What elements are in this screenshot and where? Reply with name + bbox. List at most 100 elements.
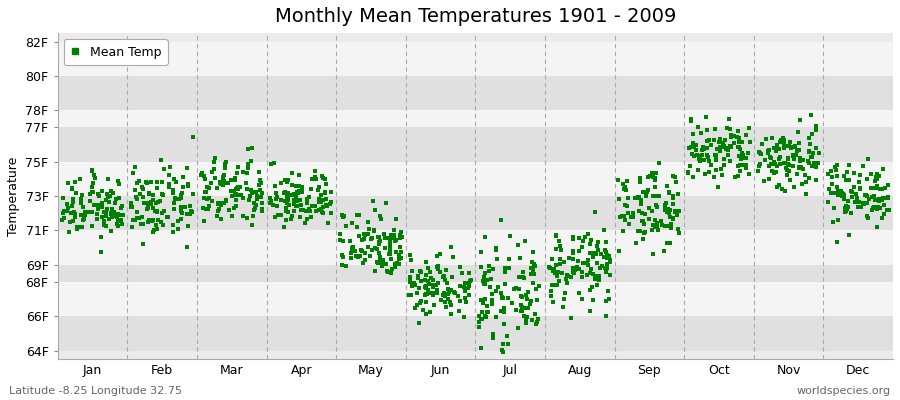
Point (135, 186, 149, 192)
Point (834, 190, 849, 196)
Point (839, 208, 853, 214)
Point (339, 223, 354, 229)
Point (132, 214, 147, 221)
Point (868, 178, 882, 184)
Point (144, 199, 158, 205)
Point (456, 314, 471, 321)
Point (865, 194, 879, 200)
Point (589, 250, 603, 257)
Point (248, 205, 263, 211)
Point (708, 157, 723, 164)
Point (636, 218, 651, 224)
Point (600, 288, 615, 294)
Point (620, 195, 634, 202)
Point (566, 234, 580, 240)
Point (736, 155, 751, 161)
Point (731, 172, 745, 179)
Point (231, 164, 246, 170)
Bar (58, 128, 893, 162)
Point (420, 287, 435, 293)
Point (434, 297, 448, 304)
Point (444, 310, 458, 317)
Point (311, 196, 326, 202)
Point (629, 240, 643, 246)
Point (474, 264, 489, 270)
Point (319, 196, 333, 202)
Point (633, 175, 647, 181)
Point (495, 295, 509, 302)
Point (518, 305, 533, 311)
Point (97, 222, 112, 228)
Point (790, 129, 805, 136)
Point (764, 161, 778, 168)
Point (732, 135, 746, 141)
Point (589, 209, 603, 216)
Point (170, 226, 184, 232)
Point (612, 248, 626, 254)
Bar (58, 230, 893, 265)
Point (85, 168, 99, 174)
Point (735, 150, 750, 156)
Point (716, 143, 731, 149)
Point (240, 186, 255, 192)
Point (374, 259, 389, 266)
Point (462, 292, 476, 298)
Point (700, 154, 715, 160)
Point (501, 341, 516, 347)
Point (281, 194, 295, 200)
Point (423, 275, 437, 282)
Point (104, 210, 119, 216)
Point (245, 190, 259, 197)
Point (525, 298, 539, 304)
Point (456, 283, 471, 290)
Point (667, 174, 681, 181)
Point (184, 208, 198, 214)
Point (374, 216, 388, 222)
Point (830, 162, 844, 168)
Point (90, 202, 104, 208)
Point (584, 284, 598, 290)
Point (637, 221, 652, 228)
Point (700, 144, 715, 151)
Point (393, 244, 408, 250)
Point (208, 155, 222, 161)
Point (761, 147, 776, 154)
Point (802, 175, 816, 181)
Point (274, 212, 288, 218)
Point (457, 288, 472, 294)
Point (249, 196, 264, 202)
Point (428, 282, 443, 288)
Point (160, 213, 175, 220)
Point (289, 194, 303, 200)
Point (586, 271, 600, 277)
Point (365, 198, 380, 204)
Point (566, 250, 580, 256)
Point (229, 186, 243, 192)
Point (473, 249, 488, 255)
Point (806, 150, 820, 156)
Point (436, 290, 451, 296)
Point (292, 172, 307, 179)
Point (361, 244, 375, 250)
Point (287, 196, 302, 203)
Point (142, 190, 157, 196)
Point (861, 215, 876, 221)
Point (878, 185, 893, 191)
Point (875, 214, 889, 221)
Point (236, 213, 250, 219)
Point (368, 206, 382, 213)
Point (86, 180, 100, 186)
Point (73, 176, 87, 182)
Point (773, 154, 788, 160)
Point (526, 261, 541, 268)
Point (489, 247, 503, 253)
Point (383, 232, 398, 238)
Point (346, 244, 361, 250)
Point (175, 189, 189, 196)
Point (372, 239, 386, 246)
Point (854, 204, 868, 210)
Point (379, 261, 393, 268)
Point (550, 273, 564, 280)
Point (376, 257, 391, 264)
Point (828, 166, 842, 173)
